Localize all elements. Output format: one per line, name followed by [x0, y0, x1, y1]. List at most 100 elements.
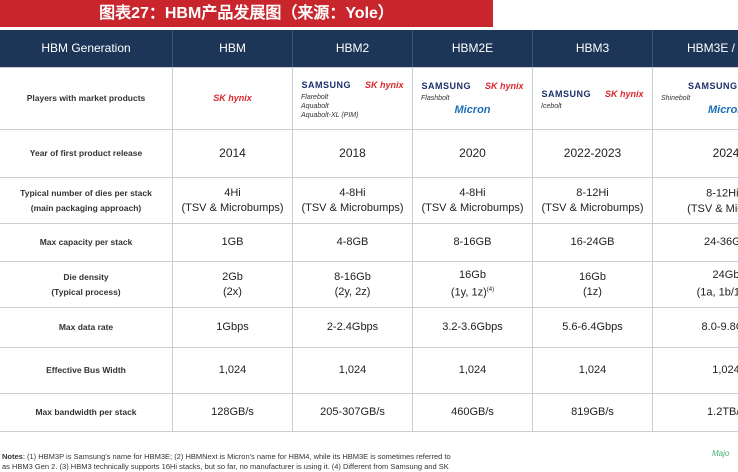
table-cell: 24-36GB [653, 224, 738, 261]
table-cell: 205-307GB/s [293, 394, 413, 431]
table-cell: 128GB/s [173, 394, 293, 431]
table-cell: 4-8Hi (TSV & Microbumps) [293, 178, 413, 223]
table-cell: 16Gb (1z) [533, 262, 653, 307]
table-row: Die density (Typical process) 2Gb (2x) 8-16G… [0, 262, 738, 308]
row-label: Players with market products [26, 93, 146, 103]
table-cell: 8.0-9.8Gb [653, 308, 738, 347]
table-cell: SAMSUNGSKShinebolt Micron [653, 68, 738, 129]
cell-main: (1a, 1b/1β) [696, 286, 738, 299]
table-cell: SK hynix [173, 68, 293, 129]
table-cell: 24Gb(1a, 1b/1β)(5 [653, 262, 738, 307]
table-cell: 1,024 [293, 348, 413, 393]
product-list: Shinebolt [653, 94, 690, 103]
cell-main: (1y, 1z) [450, 286, 487, 299]
cell-text: 1.2TB/s [707, 406, 738, 418]
cell-text: 2014 [219, 146, 246, 160]
product-name: Icebolt [541, 102, 562, 110]
cell-text: 24Gb [712, 269, 738, 282]
table-cell: 1,024 [653, 348, 738, 393]
table-cell: 4-8Hi (TSV & Microbumps) [413, 178, 533, 223]
notes: Notes: (1) HBM3P is Samsung's name for H… [2, 452, 562, 472]
company-logo: Micron [454, 104, 491, 116]
table-cell: 3.2-3.6Gbps [413, 308, 533, 347]
cell-text: 4-8Hi [339, 186, 366, 199]
note-line: Notes: (1) HBM3P is Samsung's name for H… [2, 452, 562, 462]
company-logo: SK hynix [485, 81, 524, 91]
cell-text: 16Gb [459, 269, 486, 282]
table-cell: SAMSUNG SK hynix Icebolt [533, 68, 653, 129]
cell-text: 16-24GB [570, 236, 615, 248]
table-cell: 2022-2023 [533, 130, 653, 177]
table-row: Effective Bus Width 1,024 1,024 1,024 1,024 1… [0, 348, 738, 394]
row-label: Effective Bus Width [46, 365, 126, 375]
row-label: Die density [63, 271, 109, 282]
company-logo: SAMSUNG [421, 81, 471, 91]
table-cell: HBM2E [413, 30, 533, 67]
table-row: Typical number of dies per stack (main pa… [0, 178, 738, 224]
table-cell: Die density (Typical process) [0, 262, 173, 307]
logo-row: SAMSUNG SK hynix [421, 79, 523, 94]
column-header: HBM3E / HBM [686, 41, 738, 55]
cell-text: 8-16Gb [334, 270, 371, 283]
corner-text: Majo [712, 449, 730, 458]
product-name: Flarebolt [301, 93, 329, 101]
column-header: HBM [219, 41, 246, 55]
company-logo: SAMSUNG [687, 81, 738, 91]
cell-text: 1,024 [338, 364, 367, 376]
column-header: HBM2 [335, 41, 370, 55]
table-row: Max capacity per stack 1GB 4-8GB 8-16GB 16-2… [0, 224, 738, 262]
product-list: Flarebolt Aquabolt Aquabolt-XL (PIM) [293, 93, 358, 120]
company-logo: Micron [707, 104, 738, 116]
column-header: HBM3 [575, 41, 610, 55]
cell-text: (TSV & Microbumps) [301, 201, 404, 214]
product-list: Icebolt [533, 102, 562, 111]
column-header: HBM Generation [41, 41, 131, 55]
table-cell: Typical number of dies per stack (main pa… [0, 178, 173, 223]
cell-text: 4-8GB [336, 236, 369, 248]
cell-text: 8-12Hi [576, 186, 609, 199]
table-cell: Effective Bus Width [0, 348, 173, 393]
table-cell: 460GB/s [413, 394, 533, 431]
table-cell: 16Gb (1y, 1z)(4) [413, 262, 533, 307]
table-row: Players with market products SK hynix SAMS… [0, 68, 738, 130]
table-cell: Players with market products [0, 68, 173, 129]
cell-text: 2020 [459, 146, 486, 160]
table-cell: 8-12Hi(3)(TSV & Microbu [653, 178, 738, 223]
row-label: Max capacity per stack [39, 237, 133, 247]
table: HBM Generation HBM HBM2 HBM2E HBM3 HBM3E / HB… [0, 30, 738, 433]
table-cell: SAMSUNG SK hynix Flarebolt Aquabolt Aquabolt… [293, 68, 413, 129]
table-cell: HBM3 [533, 30, 653, 67]
table-cell: 2020 [413, 130, 533, 177]
row-label: (Typical process) [51, 286, 121, 297]
cell-text: 5.6-6.4Gbps [562, 321, 623, 333]
table-cell: 4Hi (TSV & Microbumps) [173, 178, 293, 223]
table-cell: HBM [173, 30, 293, 67]
cell-text: 16Gb [579, 270, 606, 283]
table-cell: 2018 [293, 130, 413, 177]
table-cell: SAMSUNG SK hynix Flashbolt Micron [413, 68, 533, 129]
cell-text: (2y, 2z) [334, 285, 371, 298]
product-name: Aquabolt [301, 102, 329, 110]
table-cell: 8-12Hi (TSV & Microbumps) [533, 178, 653, 223]
note-prefix: Notes [2, 452, 23, 461]
logo-row: SAMSUNG SK hynix [541, 87, 643, 102]
company-logo: SAMSUNG [301, 79, 351, 90]
cell-text: 8-12Hi(3) [706, 184, 738, 202]
footnote-mark: (4) [486, 287, 495, 294]
product-name: Aquabolt-XL (PIM) [301, 111, 359, 119]
table-cell: 2Gb (2x) [173, 262, 293, 307]
table-cell: Year of first product release [0, 130, 173, 177]
cell-text: 128GB/s [211, 406, 254, 418]
cell-text: (TSV & Microbu [687, 202, 738, 215]
note-text: : (1) HBM3P is Samsung's name for HBM3E;… [22, 452, 451, 461]
row-label: Year of first product release [29, 148, 143, 158]
row-label: (main packaging approach) [30, 202, 142, 213]
company-logo: SK hynix [605, 88, 644, 99]
table-cell: 1,024 [533, 348, 653, 393]
table-row: Year of first product release 2014 2018 202… [0, 130, 738, 178]
cell-text: 3.2-3.6Gbps [442, 321, 503, 333]
table-cell: 16-24GB [533, 224, 653, 261]
row-label: Max bandwidth per stack [35, 407, 137, 417]
table-cell: 8-16GB [413, 224, 533, 261]
